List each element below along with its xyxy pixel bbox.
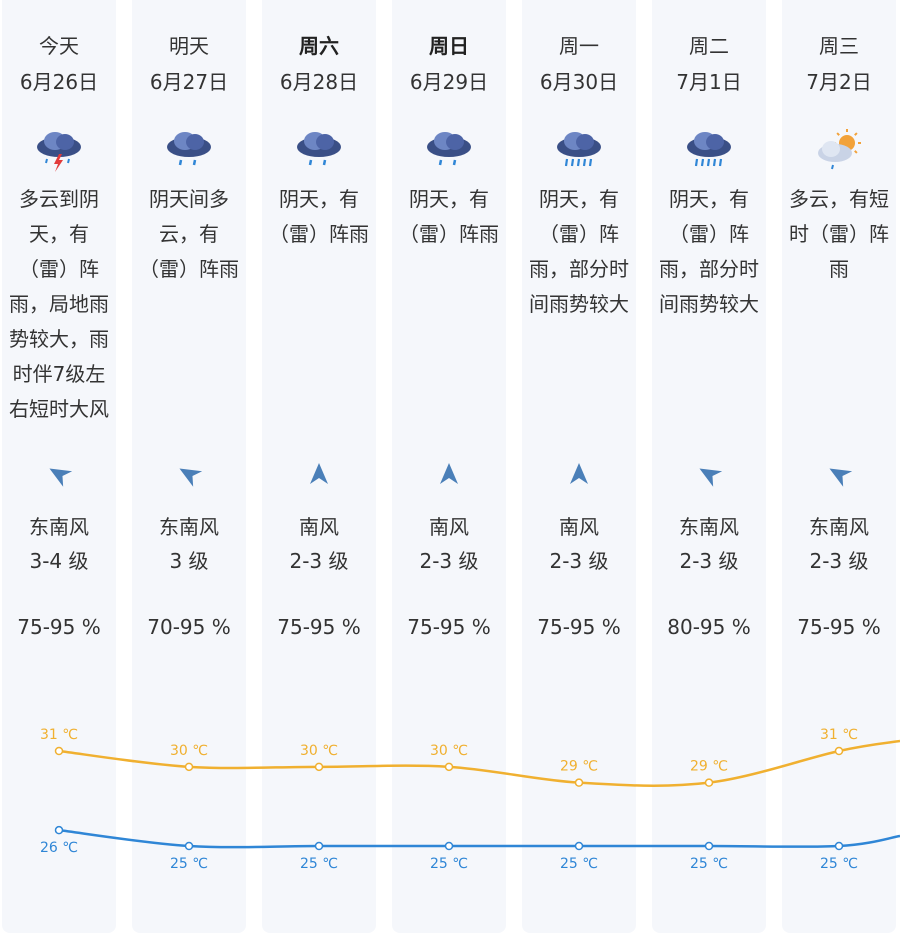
forecast-day-column: 周日 6月29日阴天，有（雷）阵雨南风 2-3 级 75-95 % bbox=[392, 0, 506, 933]
date-label: 6月30日 bbox=[539, 70, 619, 94]
heavy-rain-cloud-icon bbox=[683, 127, 735, 175]
light-rain-cloud-icon bbox=[423, 127, 475, 175]
humidity: 75-95 % bbox=[537, 615, 621, 639]
day-label: 周日 bbox=[429, 34, 469, 58]
date-label: 6月26日 bbox=[19, 70, 99, 94]
wind-direction: 南风 bbox=[299, 515, 339, 539]
forecast-day-column: 今天 6月26日多云到阴天，有（雷）阵雨，局地雨势较大，雨时伴7级左右短时大风东南… bbox=[2, 0, 116, 933]
forecast-day-column: 周一 6月30日阴天，有（雷）阵雨，部分时间雨势较大南风 2-3 级 75-95 % bbox=[522, 0, 636, 933]
southeast-wind-arrow-icon bbox=[695, 460, 723, 488]
southeast-wind-arrow-icon bbox=[825, 460, 853, 488]
partly-cloudy-shower-icon bbox=[813, 127, 865, 175]
day-label: 周二 bbox=[689, 34, 729, 58]
date-label: 7月1日 bbox=[676, 70, 742, 94]
day-label: 明天 bbox=[169, 34, 209, 58]
day-label: 周三 bbox=[819, 34, 859, 58]
weather-description: 阴天，有（雷）阵雨，部分时间雨势较大 bbox=[659, 187, 759, 316]
day-label: 今天 bbox=[39, 34, 79, 58]
light-rain-cloud-icon bbox=[293, 127, 345, 175]
wind-direction: 南风 bbox=[429, 515, 469, 539]
wind-level: 3 级 bbox=[169, 549, 209, 573]
south-wind-arrow-icon bbox=[565, 460, 593, 488]
heavy-rain-cloud-icon bbox=[553, 127, 605, 175]
humidity: 75-95 % bbox=[17, 615, 101, 639]
date-label: 6月29日 bbox=[409, 70, 489, 94]
forecast-day-column: 明天 6月27日阴天间多云，有（雷）阵雨东南风 3 级 70-95 % bbox=[132, 0, 246, 933]
day-label: 周六 bbox=[299, 34, 339, 58]
humidity: 70-95 % bbox=[147, 615, 231, 639]
wind-level: 2-3 级 bbox=[679, 549, 739, 573]
weather-description: 阴天，有（雷）阵雨 bbox=[399, 187, 499, 246]
wind-direction: 东南风 bbox=[29, 515, 89, 539]
date-label: 7月2日 bbox=[806, 70, 872, 94]
forecast-day-column: 周三 7月2日多云，有短时（雷）阵雨东南风 2-3 级 75-95 % bbox=[782, 0, 896, 933]
humidity: 80-95 % bbox=[667, 615, 751, 639]
weather-description: 多云，有短时（雷）阵雨 bbox=[789, 187, 889, 281]
light-rain-cloud-icon bbox=[163, 127, 215, 175]
south-wind-arrow-icon bbox=[305, 460, 333, 488]
southeast-wind-arrow-icon bbox=[45, 460, 73, 488]
wind-level: 2-3 级 bbox=[809, 549, 869, 573]
forecast-day-column: 周二 7月1日阴天，有（雷）阵雨，部分时间雨势较大东南风 2-3 级 80-95 % bbox=[652, 0, 766, 933]
south-wind-arrow-icon bbox=[435, 460, 463, 488]
wind-direction: 东南风 bbox=[679, 515, 739, 539]
weather-description: 阴天间多云，有（雷）阵雨 bbox=[139, 187, 239, 281]
humidity: 75-95 % bbox=[277, 615, 361, 639]
wind-direction: 东南风 bbox=[809, 515, 869, 539]
weather-description: 多云到阴天，有（雷）阵雨，局地雨势较大，雨时伴7级左右短时大风 bbox=[9, 187, 109, 421]
humidity: 75-95 % bbox=[407, 615, 491, 639]
thunder-rain-cloud-icon bbox=[33, 127, 85, 175]
humidity: 75-95 % bbox=[797, 615, 881, 639]
wind-level: 2-3 级 bbox=[289, 549, 349, 573]
date-label: 6月27日 bbox=[149, 70, 229, 94]
wind-direction: 东南风 bbox=[159, 515, 219, 539]
date-label: 6月28日 bbox=[279, 70, 359, 94]
weather-description: 阴天，有（雷）阵雨 bbox=[269, 187, 369, 246]
wind-level: 3-4 级 bbox=[29, 549, 89, 573]
southeast-wind-arrow-icon bbox=[175, 460, 203, 488]
wind-direction: 南风 bbox=[559, 515, 599, 539]
wind-level: 2-3 级 bbox=[549, 549, 609, 573]
wind-level: 2-3 级 bbox=[419, 549, 479, 573]
day-label: 周一 bbox=[559, 34, 599, 58]
weather-description: 阴天，有（雷）阵雨，部分时间雨势较大 bbox=[529, 187, 629, 316]
forecast-day-column: 周六 6月28日阴天，有（雷）阵雨南风 2-3 级 75-95 % bbox=[262, 0, 376, 933]
